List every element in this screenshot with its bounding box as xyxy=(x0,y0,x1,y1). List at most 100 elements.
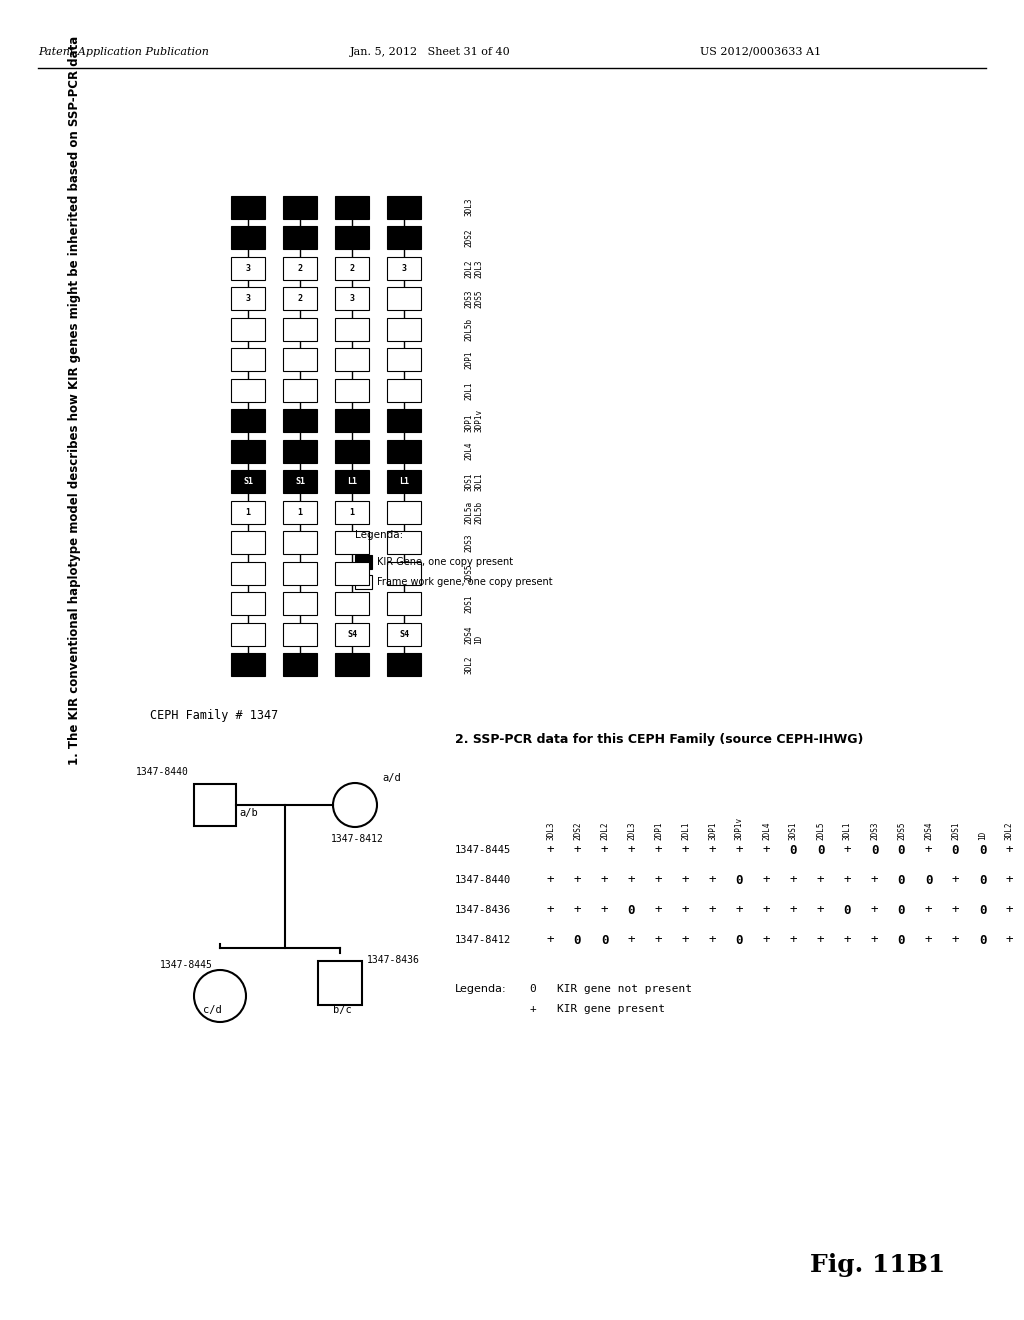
Text: +: + xyxy=(870,903,879,916)
Text: 0: 0 xyxy=(790,843,798,857)
Text: 3: 3 xyxy=(246,264,251,273)
Bar xyxy=(231,409,265,432)
Text: +: + xyxy=(547,874,554,887)
Text: +: + xyxy=(709,843,716,857)
Text: +: + xyxy=(547,933,554,946)
Text: 1D: 1D xyxy=(978,830,987,840)
Text: +: + xyxy=(925,933,932,946)
Text: +: + xyxy=(547,843,554,857)
Text: 0: 0 xyxy=(925,874,932,887)
Text: +: + xyxy=(601,874,608,887)
Text: 2: 2 xyxy=(349,264,354,273)
Text: Jan. 5, 2012   Sheet 31 of 40: Jan. 5, 2012 Sheet 31 of 40 xyxy=(350,48,511,57)
Text: 1347-8412: 1347-8412 xyxy=(331,834,383,843)
Text: 2DL4: 2DL4 xyxy=(762,821,771,840)
Text: 1: 1 xyxy=(246,508,251,516)
Text: a/d: a/d xyxy=(382,774,400,783)
Text: +: + xyxy=(1006,933,1014,946)
Bar xyxy=(283,440,317,463)
Bar xyxy=(231,195,265,219)
Bar xyxy=(283,593,317,615)
Text: +: + xyxy=(709,903,716,916)
Bar xyxy=(387,562,421,585)
Text: +: + xyxy=(601,843,608,857)
Bar xyxy=(283,500,317,524)
Text: 2DL5a
2DL5b: 2DL5a 2DL5b xyxy=(464,500,483,524)
Text: 3: 3 xyxy=(401,264,407,273)
Bar xyxy=(283,532,317,554)
Text: 2DL5b: 2DL5b xyxy=(464,318,473,341)
Text: 2DL1: 2DL1 xyxy=(681,821,690,840)
Text: b: b xyxy=(296,659,304,672)
Text: 2DS4
1D: 2DS4 1D xyxy=(464,624,483,644)
Bar xyxy=(387,500,421,524)
Text: 0   KIR gene not present: 0 KIR gene not present xyxy=(530,983,692,994)
Text: +: + xyxy=(790,933,798,946)
Text: S4: S4 xyxy=(347,630,357,639)
Text: +: + xyxy=(573,874,582,887)
Bar xyxy=(335,500,369,524)
Text: 3DL2: 3DL2 xyxy=(464,656,473,675)
Bar xyxy=(231,593,265,615)
Bar xyxy=(335,195,369,219)
Bar xyxy=(283,226,317,249)
Text: +: + xyxy=(763,903,770,916)
Bar xyxy=(335,257,369,280)
Text: +: + xyxy=(628,933,635,946)
Bar xyxy=(283,195,317,219)
Bar xyxy=(335,288,369,310)
Text: Legenda:: Legenda: xyxy=(355,531,403,540)
Text: 2DS2: 2DS2 xyxy=(464,228,473,247)
Bar xyxy=(231,562,265,585)
Text: 1347-8436: 1347-8436 xyxy=(455,906,511,915)
Text: +: + xyxy=(763,843,770,857)
Text: 0: 0 xyxy=(817,843,824,857)
Bar xyxy=(355,554,372,569)
Text: d: d xyxy=(400,659,408,672)
Text: +: + xyxy=(682,903,689,916)
Bar xyxy=(231,257,265,280)
Text: 1347-8440: 1347-8440 xyxy=(136,767,189,777)
Text: +: + xyxy=(951,874,959,887)
Text: 0: 0 xyxy=(979,903,986,916)
Text: L1: L1 xyxy=(399,478,409,486)
Bar xyxy=(387,348,421,371)
Text: 2DL1: 2DL1 xyxy=(464,381,473,400)
Text: +: + xyxy=(709,874,716,887)
Text: 2DL2: 2DL2 xyxy=(600,821,609,840)
Text: c: c xyxy=(348,659,355,672)
Text: 2DS1: 2DS1 xyxy=(951,821,961,840)
Text: 1: 1 xyxy=(349,508,354,516)
Text: +: + xyxy=(817,933,824,946)
Bar xyxy=(387,195,421,219)
Bar xyxy=(231,440,265,463)
Text: 2DL2
2DL3: 2DL2 2DL3 xyxy=(464,259,483,277)
Circle shape xyxy=(194,970,246,1022)
Text: +: + xyxy=(790,903,798,916)
Bar xyxy=(335,379,369,401)
Text: 2DS4: 2DS4 xyxy=(924,821,933,840)
Text: +: + xyxy=(1006,874,1014,887)
Text: 0: 0 xyxy=(628,903,635,916)
Text: 3: 3 xyxy=(349,294,354,304)
Text: 2DP1: 2DP1 xyxy=(464,351,473,370)
Text: 2DS3: 2DS3 xyxy=(464,533,473,552)
Bar xyxy=(335,348,369,371)
Bar xyxy=(387,593,421,615)
Bar xyxy=(387,288,421,310)
Text: 2DS3: 2DS3 xyxy=(870,821,879,840)
Text: 2DS5: 2DS5 xyxy=(897,821,906,840)
Text: a: a xyxy=(245,659,252,672)
Bar xyxy=(231,532,265,554)
Bar xyxy=(355,576,372,589)
Text: 2. SSP-PCR data for this CEPH Family (source CEPH-IHWG): 2. SSP-PCR data for this CEPH Family (so… xyxy=(455,734,863,747)
Circle shape xyxy=(333,783,377,828)
Text: 2DL5: 2DL5 xyxy=(816,821,825,840)
Text: +: + xyxy=(817,874,824,887)
Text: +: + xyxy=(601,903,608,916)
Text: +: + xyxy=(1006,843,1014,857)
Text: 3DL3: 3DL3 xyxy=(464,198,473,216)
Text: 1: 1 xyxy=(298,508,302,516)
Bar xyxy=(387,532,421,554)
Text: 0: 0 xyxy=(736,874,743,887)
